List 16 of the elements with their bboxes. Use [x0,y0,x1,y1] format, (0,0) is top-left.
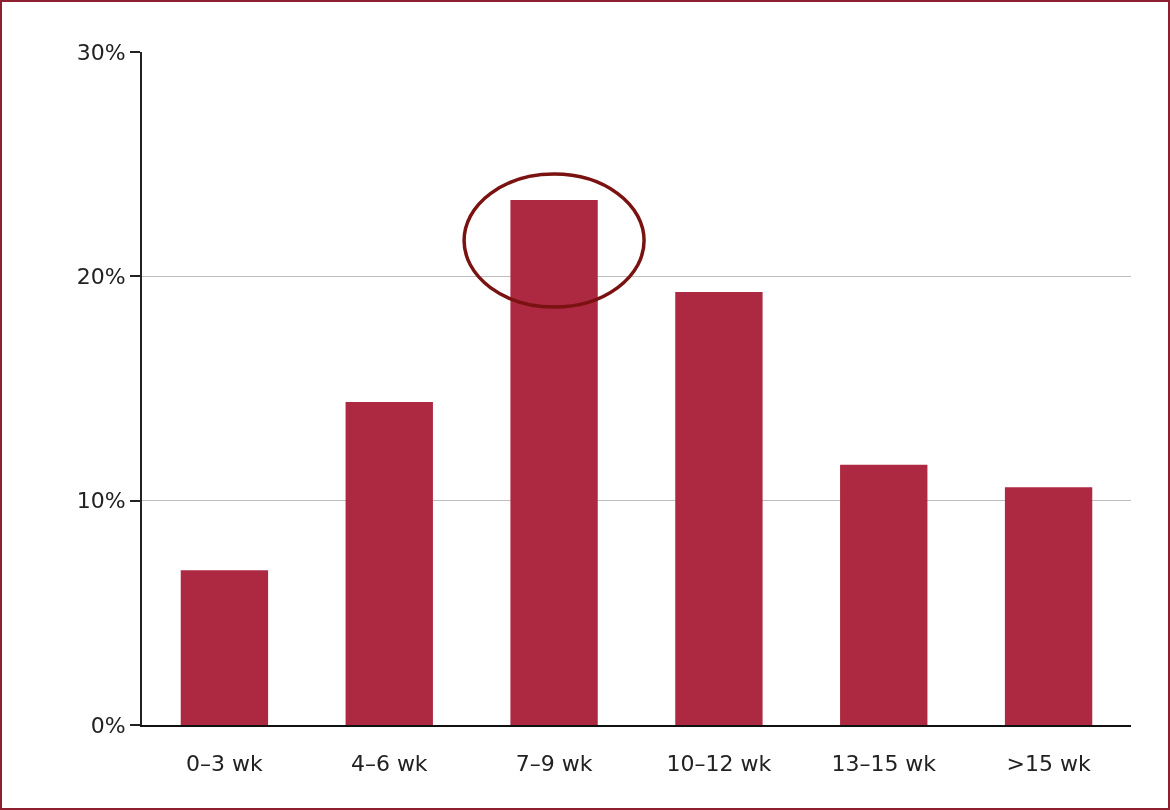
bar [840,464,928,725]
bar [180,570,269,725]
bar [510,200,598,725]
bar [345,401,433,725]
x-tick-label: 13–15 wk [831,751,937,777]
bar [1004,487,1093,725]
y-tick-label: 30% [76,39,126,65]
bar [675,292,763,725]
y-tick-label: 20% [76,264,126,290]
x-tick-label: 0–3 wk [186,751,264,777]
x-tick-label: 10–12 wk [666,751,772,777]
y-tick-label: 0% [90,712,126,738]
x-tick-label: 7–9 wk [515,751,593,777]
x-tick-label: >15 wk [1006,751,1091,777]
y-tick-label: 10% [76,488,126,514]
x-tick-label: 4–6 wk [350,751,428,777]
